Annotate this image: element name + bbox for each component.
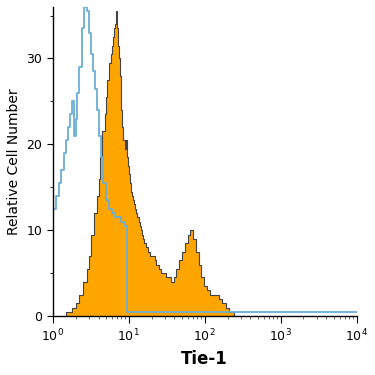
X-axis label: Tie-1: Tie-1 xyxy=(181,350,228,368)
Y-axis label: Relative Cell Number: Relative Cell Number xyxy=(7,88,21,235)
